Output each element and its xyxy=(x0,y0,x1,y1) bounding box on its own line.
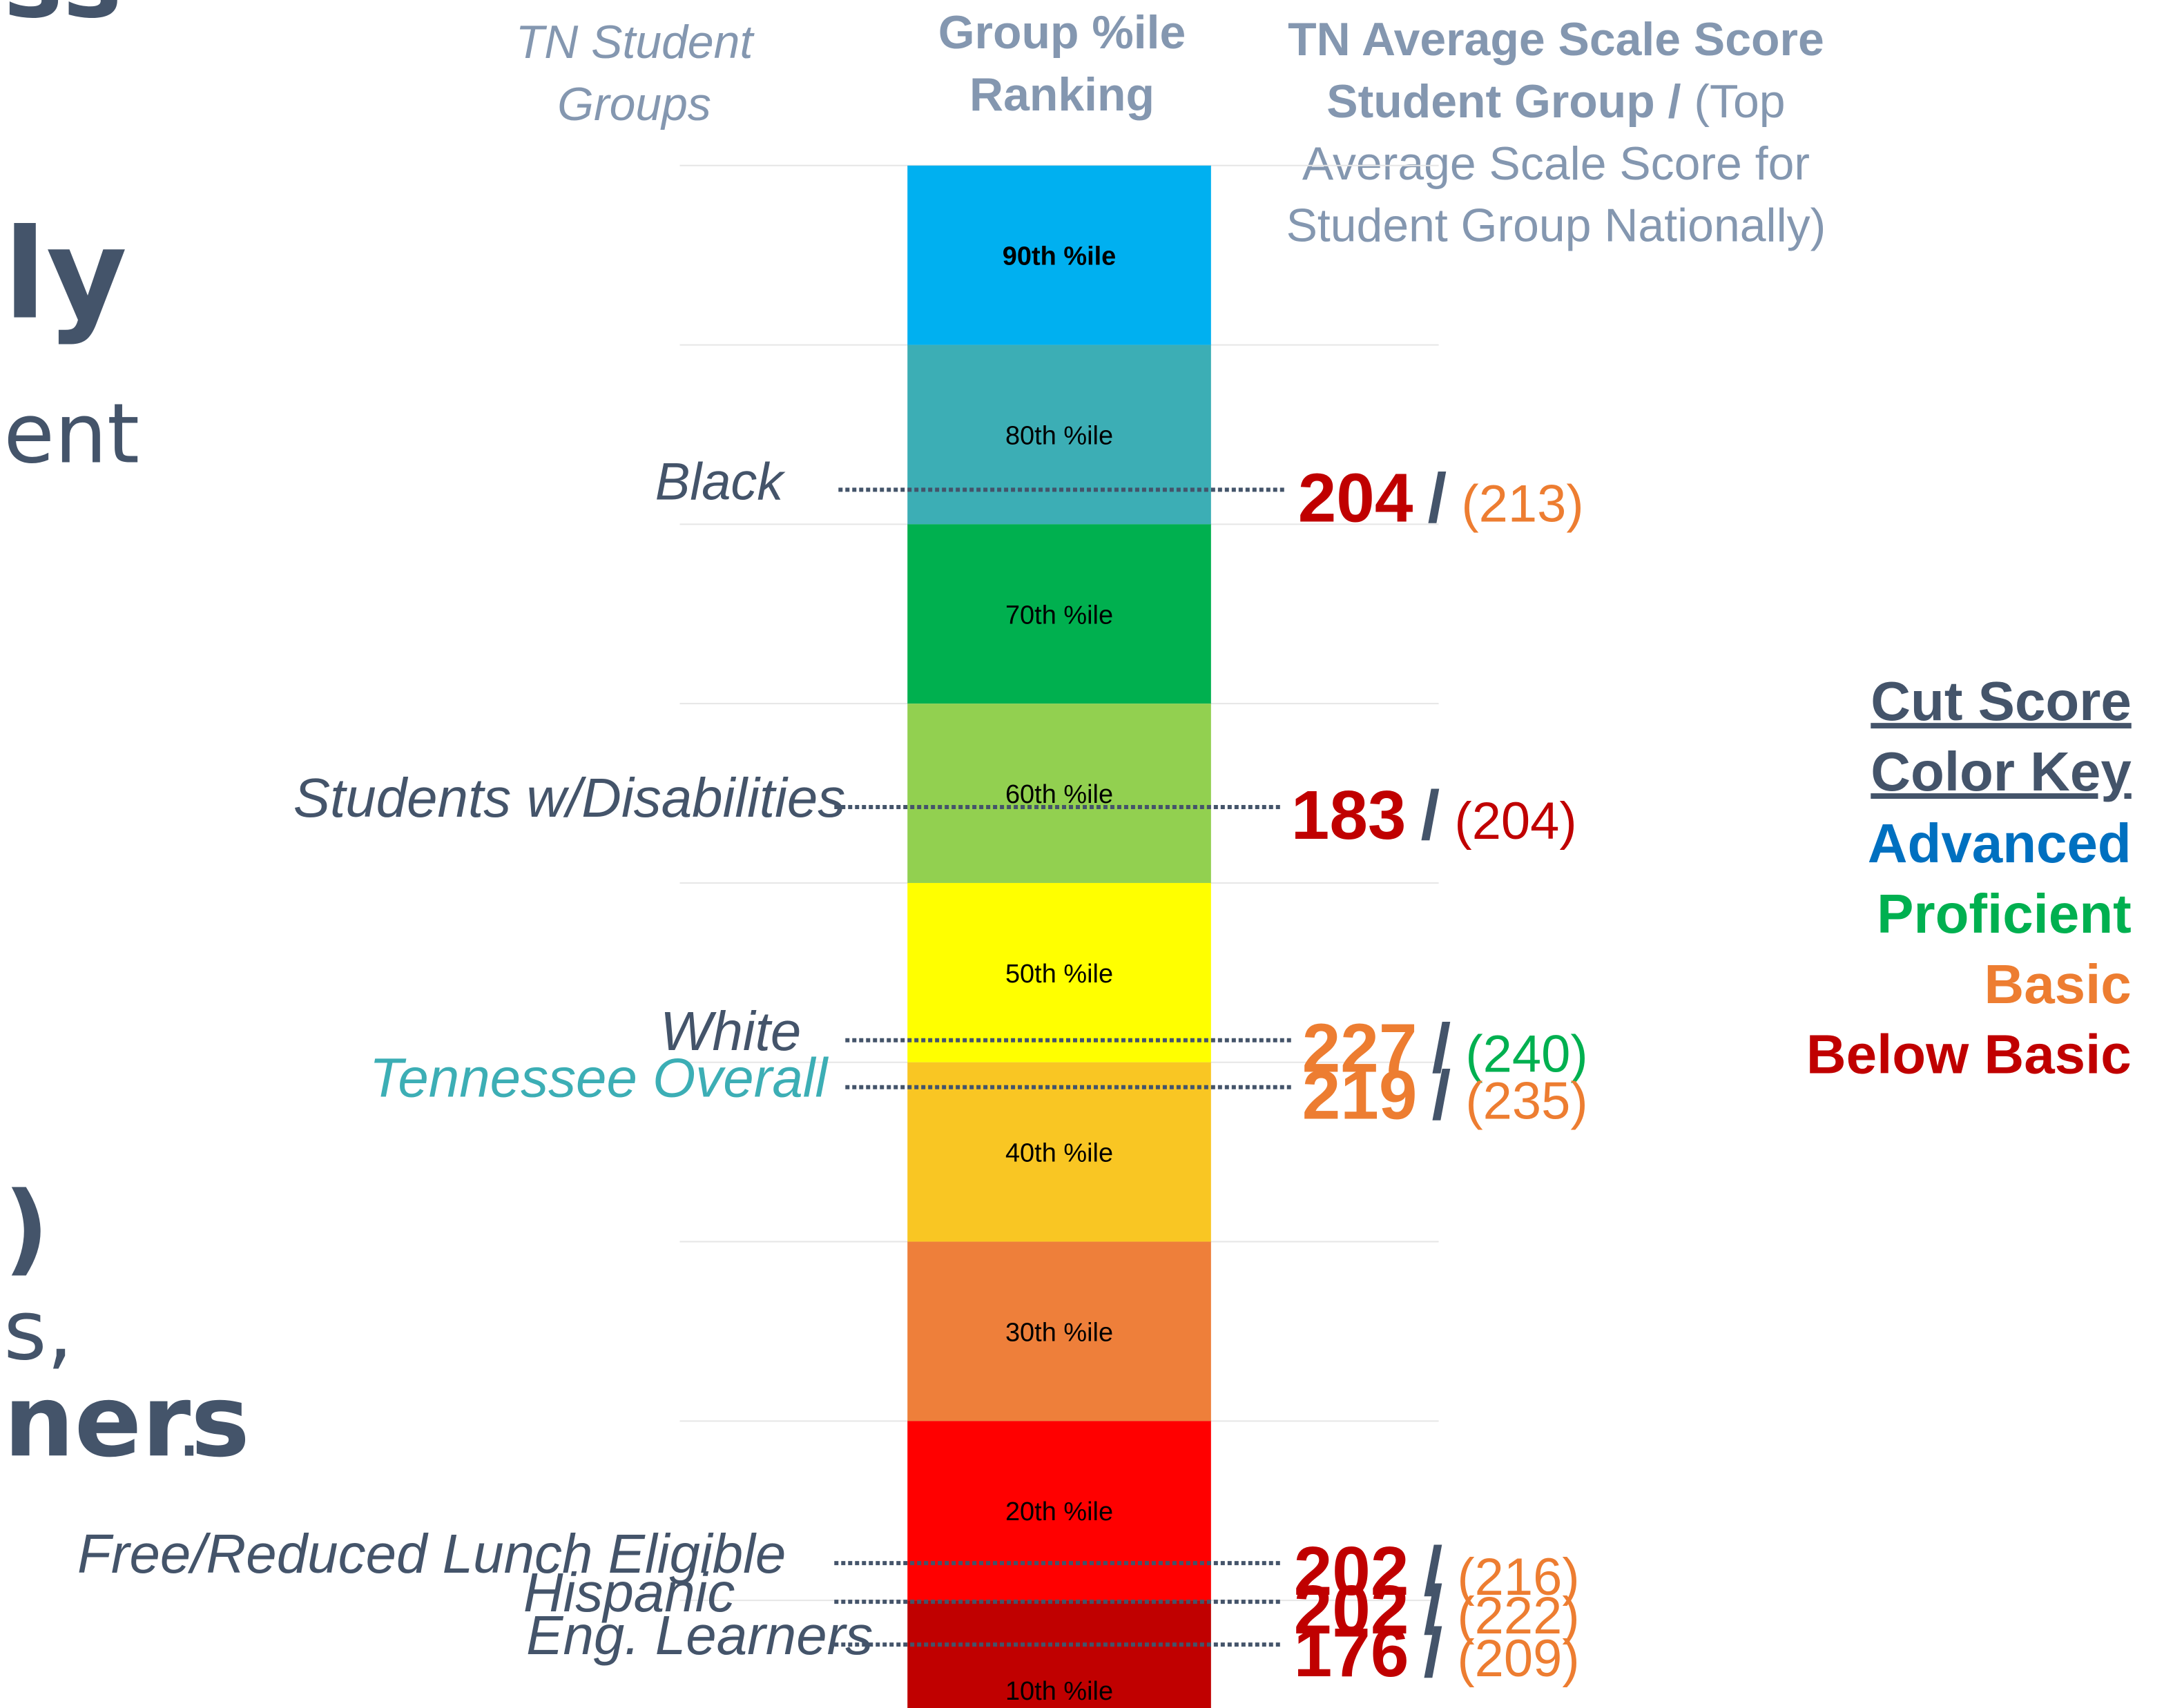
group-score: 227 / (240) xyxy=(1302,1011,1588,1087)
space xyxy=(1417,1072,1431,1131)
separator: / xyxy=(1424,1533,1443,1610)
percentile-band xyxy=(907,882,1211,1062)
column-header: Average Scale Score for xyxy=(1302,137,1810,190)
separator: / xyxy=(1421,777,1440,854)
band-label: 50th %ile xyxy=(1005,960,1113,989)
text-fragment: . xyxy=(176,1379,202,1475)
key-item: Proficient xyxy=(1877,883,2132,944)
space xyxy=(1413,474,1427,533)
group-name: Free/Reduced Lunch Eligible xyxy=(77,1523,786,1584)
separator: / xyxy=(1424,1615,1443,1691)
column-header: Student Group Nationally) xyxy=(1286,200,1826,252)
national-score: (204) xyxy=(1454,792,1576,851)
separator: / xyxy=(1432,1011,1451,1087)
group-name: Tennessee Overall xyxy=(369,1047,829,1109)
group-score: 176 / (209) xyxy=(1294,1615,1580,1691)
percentile-band xyxy=(907,1421,1211,1601)
band-label: 60th %ile xyxy=(1005,780,1113,809)
text-fragment: ent xyxy=(3,386,139,482)
national-score: (209) xyxy=(1457,1629,1579,1688)
band-label: 40th %ile xyxy=(1005,1139,1113,1168)
space xyxy=(1409,1629,1423,1688)
percentile-band xyxy=(907,344,1211,525)
group-name: Students w/Disabilities xyxy=(293,767,846,828)
percentile-band xyxy=(907,703,1211,883)
national-score: (216) xyxy=(1457,1548,1579,1607)
column-header: TN Student xyxy=(516,16,755,68)
column-header: Student Group / (Top xyxy=(1326,75,1785,128)
percentile-band xyxy=(907,1062,1211,1242)
column-header: Group %ile xyxy=(938,6,1186,59)
space xyxy=(1451,1072,1465,1131)
group-score: 202 / (222) xyxy=(1294,1572,1580,1649)
group-name: White xyxy=(660,1000,801,1062)
space xyxy=(1406,792,1420,851)
band-label: 70th %ile xyxy=(1005,601,1113,630)
percentile-band xyxy=(907,1600,1211,1708)
key-title: Cut Score xyxy=(1871,670,2131,732)
text-fragment: ) xyxy=(3,1170,49,1286)
score: 176 xyxy=(1294,1615,1409,1691)
column-header: Ranking xyxy=(969,68,1155,121)
percentile-band xyxy=(907,524,1211,704)
header-part: Student Group Nationally) xyxy=(1286,200,1826,252)
group-name: Hispanic xyxy=(523,1562,735,1623)
band-label: 90th %ile xyxy=(1003,242,1117,271)
group-score: 219 / (235) xyxy=(1302,1058,1588,1134)
national-score: (222) xyxy=(1457,1586,1579,1645)
band-label: 10th %ile xyxy=(1005,1677,1113,1706)
score: 202 xyxy=(1294,1572,1409,1649)
space xyxy=(1442,1629,1457,1688)
percentile-band xyxy=(907,165,1211,345)
group-score: 202 / (216) xyxy=(1294,1533,1580,1610)
column-header: TN Average Scale Score xyxy=(1288,13,1824,66)
group-score: 204 / (213) xyxy=(1298,460,1584,536)
score: 219 xyxy=(1302,1058,1418,1134)
separator: / xyxy=(1432,1058,1451,1134)
group-name: Black xyxy=(655,452,786,511)
score: 204 xyxy=(1298,460,1413,536)
band-label: 80th %ile xyxy=(1005,421,1113,450)
key-item: Below Basic xyxy=(1806,1024,2132,1085)
national-score: (240) xyxy=(1465,1025,1587,1084)
score: 227 xyxy=(1302,1011,1418,1087)
header-part: Average Scale Score for xyxy=(1302,137,1810,190)
header-part: TN Average Scale Score xyxy=(1288,13,1824,66)
group-name: Eng. Learners xyxy=(526,1604,873,1666)
header-part: (Top xyxy=(1681,75,1786,128)
score: 202 xyxy=(1294,1533,1409,1610)
key-title: Color Key xyxy=(1871,741,2132,802)
space xyxy=(1447,474,1461,533)
text-fragment: ners xyxy=(3,1363,250,1479)
national-score: (213) xyxy=(1461,474,1583,533)
key-item: Basic xyxy=(1984,953,2131,1015)
text-fragment: s, xyxy=(3,1283,73,1379)
separator: / xyxy=(1424,1572,1443,1649)
national-score: (235) xyxy=(1465,1072,1587,1131)
band-label: 20th %ile xyxy=(1005,1497,1113,1526)
score: 183 xyxy=(1291,777,1407,854)
group-score: 183 / (204) xyxy=(1291,777,1577,854)
space xyxy=(1440,792,1454,851)
column-header: Groups xyxy=(557,78,711,130)
band-label: 30th %ile xyxy=(1005,1318,1113,1347)
separator: / xyxy=(1428,460,1447,536)
text-fragment: ss xyxy=(3,0,122,40)
key-item: Advanced xyxy=(1868,813,2132,874)
header-part: Student Group / xyxy=(1326,75,1681,128)
percentile-band xyxy=(907,1241,1211,1421)
text-fragment: ly xyxy=(3,203,127,347)
